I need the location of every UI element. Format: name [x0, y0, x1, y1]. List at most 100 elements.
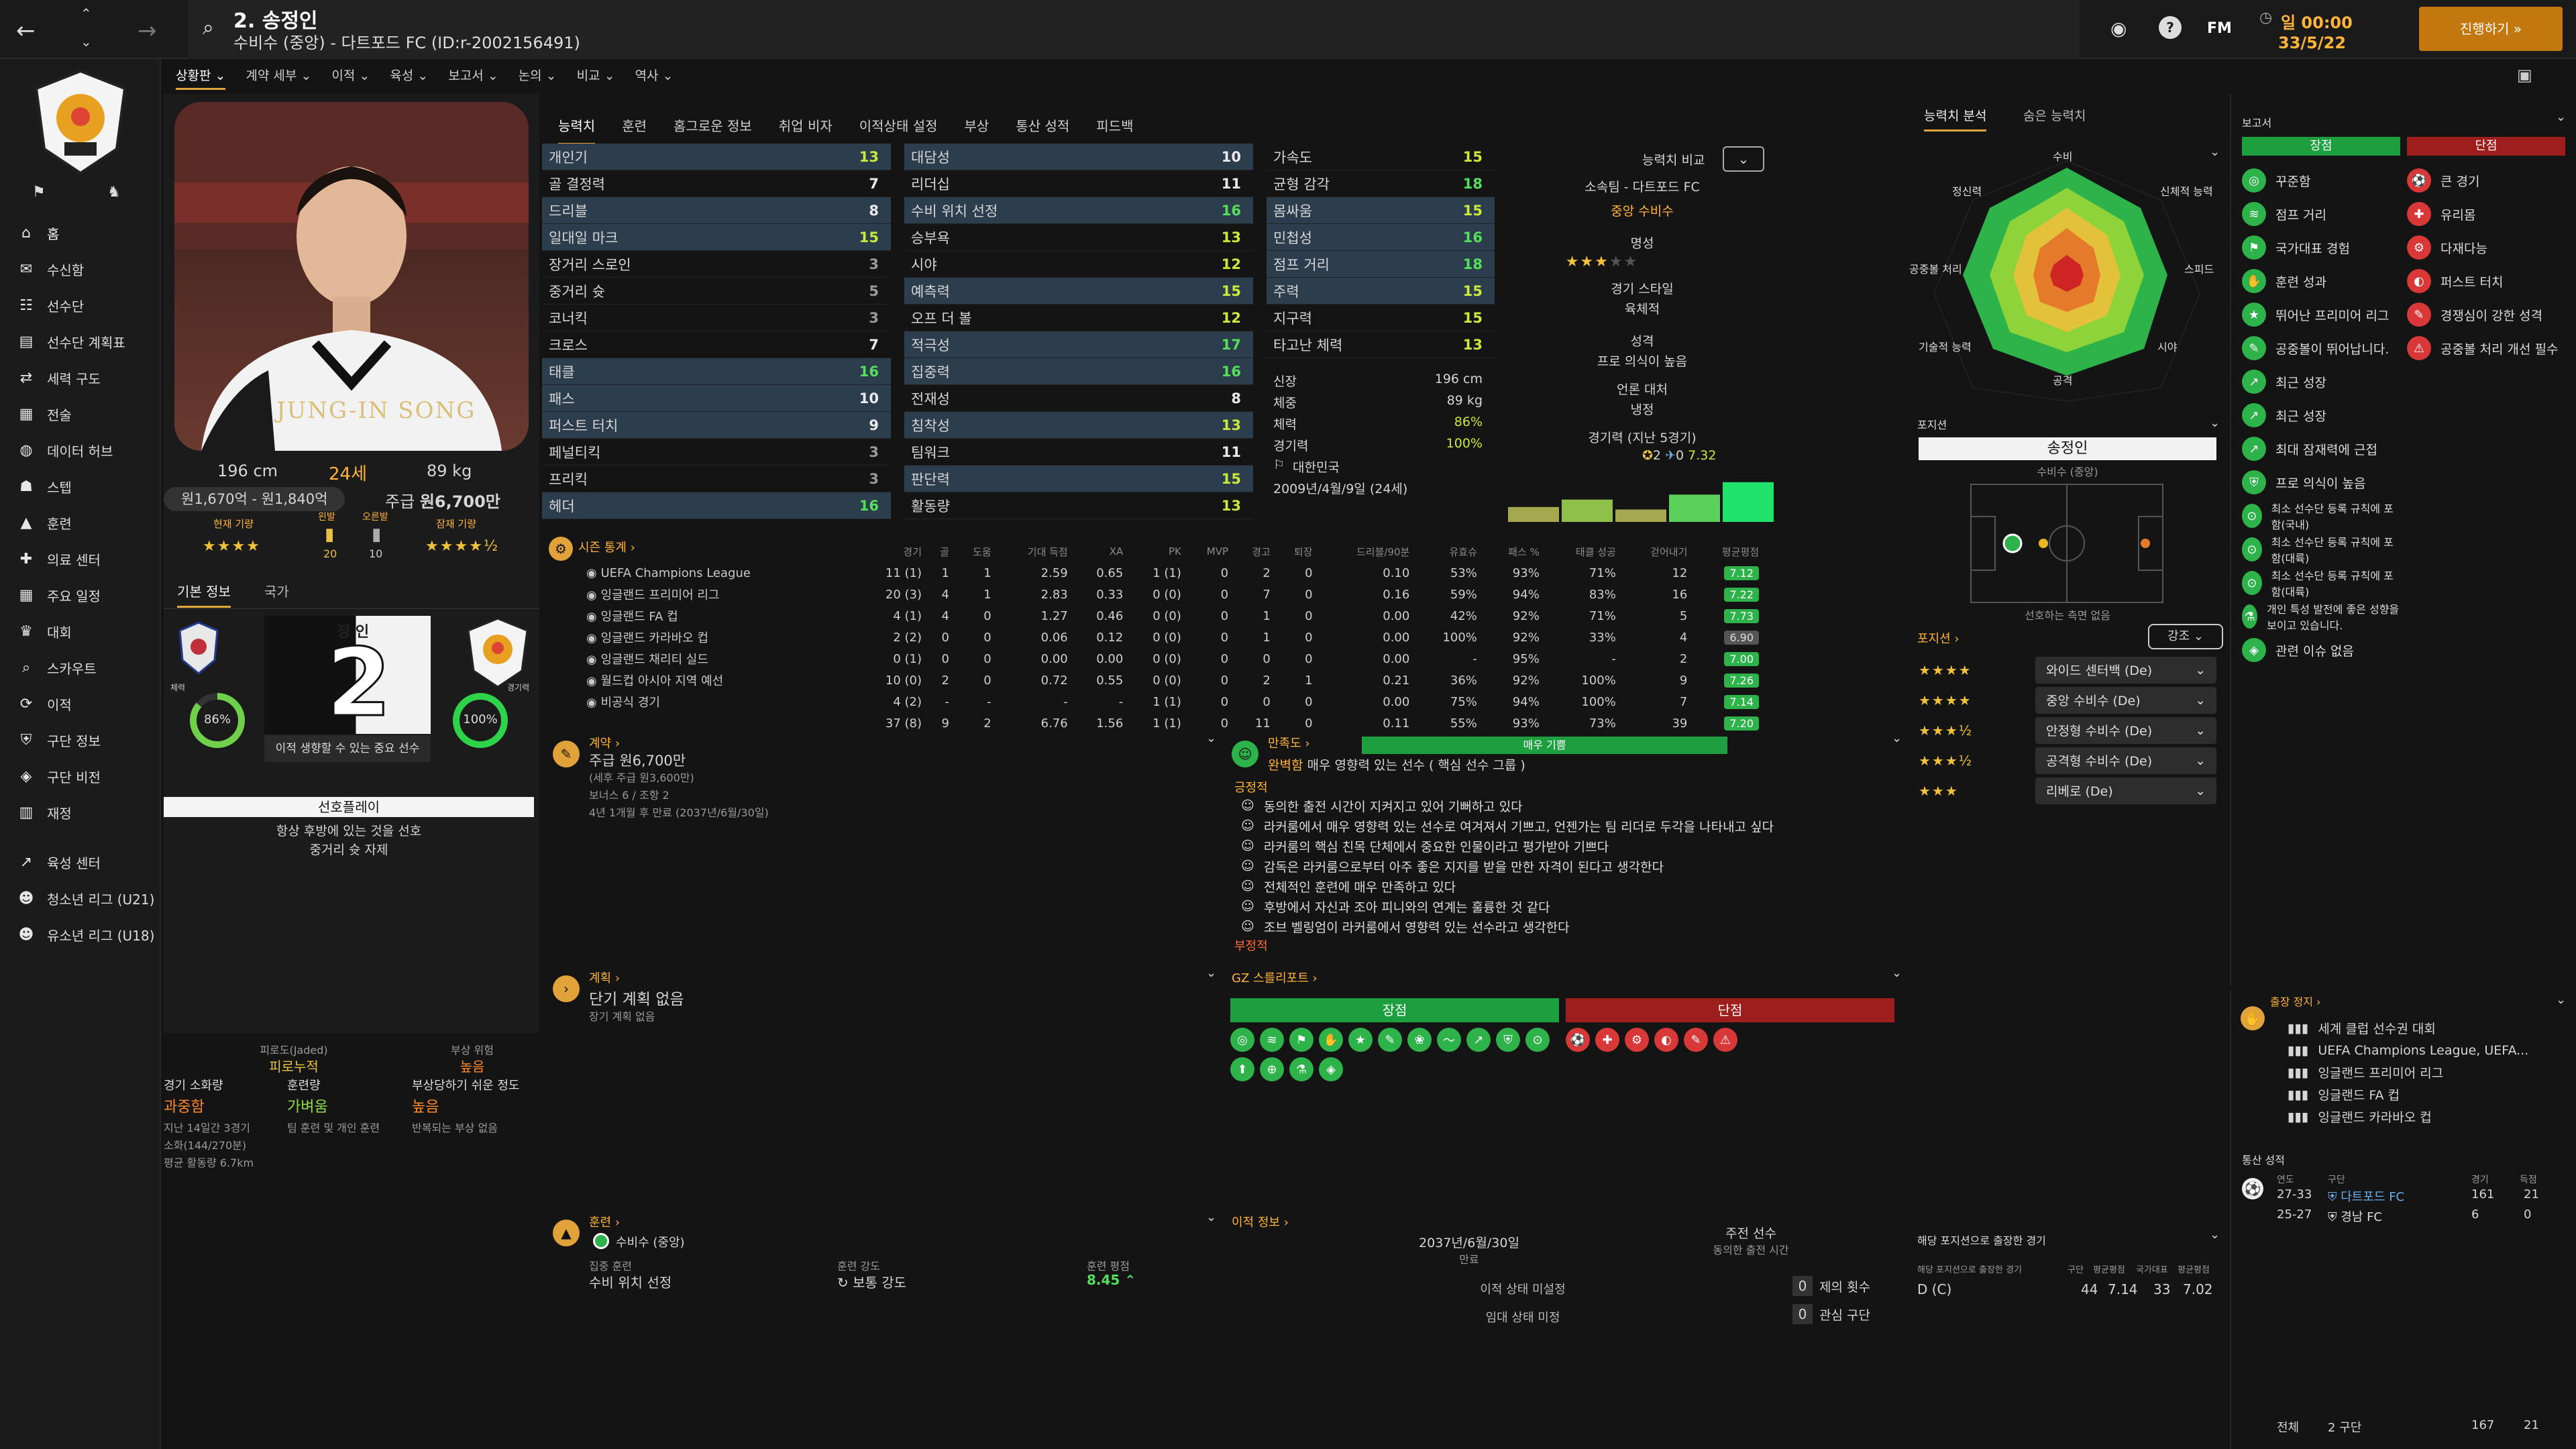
attribute-row[interactable]: 몸싸움 15: [1267, 197, 1495, 224]
role-dropdown[interactable]: 와이드 센터백 (De) ⌄: [2035, 656, 2216, 684]
attribute-row[interactable]: 코너킥 3: [542, 305, 891, 331]
attribute-row[interactable]: 판단력 15: [904, 466, 1253, 492]
gz-pro-icon[interactable]: ⚗: [1289, 1057, 1313, 1081]
sidebar-item-5[interactable]: ▦ 전술: [0, 396, 161, 432]
layout-icon[interactable]: ▣: [2517, 66, 2532, 85]
stats-row[interactable]: ◉ 월드컵 아시아 지역 예선 10 (0) 2 0 0.72 0.55 0 (0) 0 2 1 0…: [582, 669, 1763, 691]
career-row[interactable]: 27-33 ⛨ 다트포드 FC 161 21: [2277, 1187, 2565, 1208]
forward-icon[interactable]: →: [138, 17, 157, 44]
sidebar-item-3[interactable]: ▤ 선수단 계획표: [0, 323, 161, 360]
attribute-row[interactable]: 패스 10: [542, 385, 891, 412]
subnav-item-4[interactable]: 보고서 ⌄: [448, 68, 498, 83]
role-row[interactable]: ★★★★ 중앙 수비수 (De) ⌄: [1919, 685, 2216, 715]
attribute-row[interactable]: 일대일 마크 15: [542, 224, 891, 251]
attribute-row[interactable]: 지구력 15: [1267, 305, 1495, 331]
gz-pro-icon[interactable]: 〜: [1437, 1028, 1461, 1052]
gz-collapse-icon[interactable]: ⌄: [1892, 966, 1902, 980]
stats-row[interactable]: ◉ UEFA Champions League 11 (1) 1 1 2.59 0.65 1…: [582, 562, 1763, 584]
role-dropdown[interactable]: 공격형 수비수 (De) ⌄: [2035, 747, 2216, 774]
gz-pro-icon[interactable]: ❀: [1407, 1028, 1432, 1052]
sidebar-item-0[interactable]: ⌂ 홈: [0, 215, 161, 251]
sidebar-item-4[interactable]: ⇄ 세력 구도: [0, 360, 161, 396]
attribute-row[interactable]: 민첩성 16: [1267, 224, 1495, 251]
help-icon[interactable]: ?: [2159, 16, 2182, 39]
career-row[interactable]: 25-27 ⛨ 경남 FC 6 0: [2277, 1208, 2565, 1228]
gz-pro-icon[interactable]: ⊕: [1260, 1057, 1284, 1081]
plan-title[interactable]: 계획 ›: [589, 971, 621, 985]
attr-tab-1[interactable]: 훈련: [622, 118, 647, 134]
attribute-row[interactable]: 활동량 13: [904, 492, 1253, 519]
tab-basic-info[interactable]: 기본 정보: [177, 581, 231, 608]
sidebar-item-14[interactable]: ⛨ 구단 정보: [0, 722, 161, 758]
position-collapse-icon[interactable]: ⌄: [2210, 416, 2220, 430]
satisfaction-title[interactable]: 만족도 ›: [1268, 737, 1310, 751]
sidebar-item-10[interactable]: ▦ 주요 일정: [0, 577, 161, 613]
gz-pro-icon[interactable]: ⚑: [1289, 1028, 1313, 1052]
nation-badge-icon[interactable]: ♞: [107, 184, 121, 201]
sidebar-item-18[interactable]: ☻ 청소년 리그 (U21): [0, 880, 161, 916]
suspension-title[interactable]: 출장 정지 ›: [2270, 996, 2321, 1008]
attribute-row[interactable]: 점프 거리 18: [1267, 251, 1495, 278]
gz-pro-icon[interactable]: ↗: [1466, 1028, 1491, 1052]
transfer-info-title[interactable]: 이적 정보 ›: [1232, 1216, 1289, 1230]
attribute-row[interactable]: 리더십 11: [904, 170, 1253, 197]
role-row[interactable]: ★★★ 리베로 (De) ⌄: [1919, 775, 2216, 806]
subnav-item-0[interactable]: 상황판 ⌄: [176, 66, 226, 90]
sidebar-item-7[interactable]: ☗ 스텝: [0, 468, 161, 504]
attribute-row[interactable]: 퍼스트 터치 9: [542, 412, 891, 439]
tab-hidden-attributes[interactable]: 숨은 능력치: [2023, 109, 2086, 123]
gz-pro-icon[interactable]: ≋: [1260, 1028, 1284, 1052]
stats-row[interactable]: ◉ 잉글랜드 채리티 실드 0 (1) 0 0 0.00 0.00 0 (0) 0 0 0 0.00…: [582, 648, 1763, 669]
gz-pro-icon[interactable]: ⛨: [1496, 1028, 1520, 1052]
attribute-row[interactable]: 시야 12: [904, 251, 1253, 278]
attribute-row[interactable]: 드리블 8: [542, 197, 891, 224]
subnav-item-2[interactable]: 이적 ⌄: [331, 68, 370, 83]
attribute-row[interactable]: 팀워크 11: [904, 439, 1253, 466]
attribute-row[interactable]: 전재성 8: [904, 385, 1253, 412]
gz-con-icon[interactable]: ⚽: [1566, 1028, 1590, 1052]
globe-icon[interactable]: ◉: [2110, 17, 2127, 40]
attr-tab-5[interactable]: 부상: [964, 118, 989, 134]
attribute-row[interactable]: 승부욕 13: [904, 224, 1253, 251]
club-badge-icon[interactable]: ⚑: [32, 184, 46, 201]
continue-button[interactable]: 진행하기 »: [2419, 7, 2563, 51]
radar-collapse-icon[interactable]: ⌄: [2210, 145, 2220, 159]
attribute-row[interactable]: 대담성 10: [904, 144, 1253, 170]
attribute-row[interactable]: 프리킥 3: [542, 466, 891, 492]
sidebar-item-6[interactable]: ◍ 데이터 허브: [0, 432, 161, 468]
sidebar-item-9[interactable]: ✚ 의료 센터: [0, 541, 161, 577]
attr-tab-0[interactable]: 능력치: [558, 115, 596, 146]
gz-con-icon[interactable]: ◐: [1654, 1028, 1678, 1052]
apps-collapse-icon[interactable]: ⌄: [2210, 1228, 2220, 1242]
subnav-item-1[interactable]: 계약 세부 ⌄: [246, 68, 312, 83]
tab-ability-analysis[interactable]: 능력치 분석: [1924, 106, 1987, 131]
attribute-row[interactable]: 침착성 13: [904, 412, 1253, 439]
stats-row[interactable]: ◉ 잉글랜드 FA 컵 4 (1) 4 0 1.27 0.46 0 (0) 0 1 0 0.00 42…: [582, 605, 1763, 627]
sidebar-item-11[interactable]: ♛ 대회: [0, 613, 161, 649]
back-icon[interactable]: ←: [16, 17, 36, 44]
tab-nation[interactable]: 국가: [264, 584, 289, 600]
gz-pro-icon[interactable]: ◈: [1319, 1057, 1343, 1081]
role-row[interactable]: ★★★½ 안정형 수비수 (De) ⌄: [1919, 715, 2216, 745]
sidebar-item-2[interactable]: ☷ 선수단: [0, 287, 161, 323]
gz-pro-icon[interactable]: ★: [1348, 1028, 1373, 1052]
roles-filter-dropdown[interactable]: 강조 ⌄: [2148, 624, 2223, 649]
gz-con-icon[interactable]: ⚙: [1625, 1028, 1649, 1052]
attribute-row[interactable]: 크로스 7: [542, 331, 891, 358]
gz-pro-icon[interactable]: ◎: [1230, 1028, 1254, 1052]
attribute-row[interactable]: 예측력 15: [904, 278, 1253, 305]
attr-tab-6[interactable]: 통산 성적: [1016, 118, 1070, 134]
plan-collapse-icon[interactable]: ⌄: [1206, 966, 1217, 980]
suspension-collapse-icon[interactable]: ⌄: [2556, 993, 2567, 1007]
sidebar-item-16[interactable]: ▥ 재정: [0, 794, 161, 830]
stats-row[interactable]: ◉ 잉글랜드 카라바오 컵 2 (2) 0 0 0.06 0.12 0 (0) 0 1 0 0.00…: [582, 627, 1763, 648]
attribute-row[interactable]: 골 결정력 7: [542, 170, 891, 197]
sidebar-item-19[interactable]: ☻ 유소년 리그 (U18): [0, 916, 161, 953]
subnav-item-5[interactable]: 논의 ⌄: [518, 68, 557, 83]
satisfaction-collapse-icon[interactable]: ⌄: [1892, 731, 1902, 745]
attr-tab-4[interactable]: 이적상태 설정: [859, 118, 938, 134]
attribute-row[interactable]: 수비 위치 선정 16: [904, 197, 1253, 224]
career-club[interactable]: ⛨ 다트포드 FC: [2328, 1190, 2405, 1204]
sidebar-item-8[interactable]: ▲ 훈련: [0, 504, 161, 541]
contract-collapse-icon[interactable]: ⌄: [1206, 731, 1217, 745]
